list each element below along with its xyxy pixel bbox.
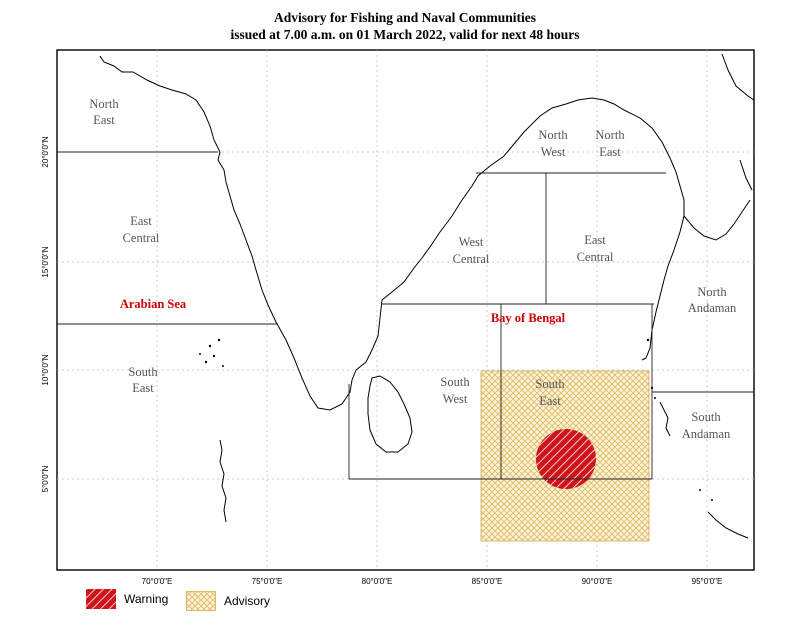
region-bb-northeast-2: East (599, 145, 621, 159)
region-as-eastcentral-1: East (130, 214, 152, 228)
region-bb-northwest-1: North (538, 128, 568, 142)
region-as-northeast-2: East (93, 113, 115, 127)
lon-label-90: 90°0'0"E (582, 577, 613, 586)
region-as-southeast-1: South (128, 365, 158, 379)
lon-label-95: 95°0'0"E (692, 577, 723, 586)
warning-swatch-icon (86, 589, 116, 609)
region-northandaman-1: North (697, 285, 727, 299)
legend-advisory-label: Advisory (224, 594, 271, 608)
region-southandaman-2: Andaman (682, 427, 731, 441)
map-title: Advisory for Fishing and Naval Communiti… (274, 10, 536, 25)
map-subtitle: issued at 7.00 a.m. on 01 March 2022, va… (230, 27, 580, 42)
lat-label-20: 20°0'0"N (41, 136, 50, 167)
region-boundaries (57, 151, 754, 480)
region-bb-southeast-1: South (535, 377, 565, 391)
region-bb-northwest-2: West (541, 145, 566, 159)
region-northandaman-2: Andaman (688, 301, 737, 315)
region-southandaman-1: South (691, 410, 721, 424)
lon-label-85: 85°0'0"E (472, 577, 503, 586)
region-bb-southeast-2: East (539, 394, 561, 408)
region-bb-westcentral-2: Central (453, 252, 490, 266)
legend-advisory: Advisory (186, 591, 270, 611)
region-as-northeast-1: North (89, 97, 119, 111)
sea-label-arabian: Arabian Sea (120, 297, 187, 311)
region-bb-eastcentral-2: Central (577, 250, 614, 264)
coastline (99, 53, 754, 539)
legend-warning: Warning (86, 589, 168, 609)
legend-warning-label: Warning (124, 592, 169, 606)
region-bb-eastcentral-1: East (584, 233, 606, 247)
lon-label-80: 80°0'0"E (362, 577, 393, 586)
region-bb-southwest-2: West (443, 392, 468, 406)
region-bb-southwest-1: South (440, 375, 470, 389)
lat-label-10: 10°0'0"N (41, 354, 50, 385)
region-as-eastcentral-2: Central (123, 231, 160, 245)
warning-zone (536, 429, 596, 489)
lon-label-70: 70°0'0"E (142, 577, 173, 586)
islands (199, 338, 713, 501)
advisory-swatch-icon (186, 591, 216, 611)
lat-label-15: 15°0'0"N (41, 246, 50, 277)
region-as-southeast-2: East (132, 381, 154, 395)
region-bb-westcentral-1: West (459, 235, 484, 249)
lat-label-5: 5°0'0"N (41, 465, 50, 492)
region-bb-northeast-1: North (595, 128, 625, 142)
lon-label-75: 75°0'0"E (252, 577, 283, 586)
sea-label-bengal: Bay of Bengal (491, 311, 566, 325)
